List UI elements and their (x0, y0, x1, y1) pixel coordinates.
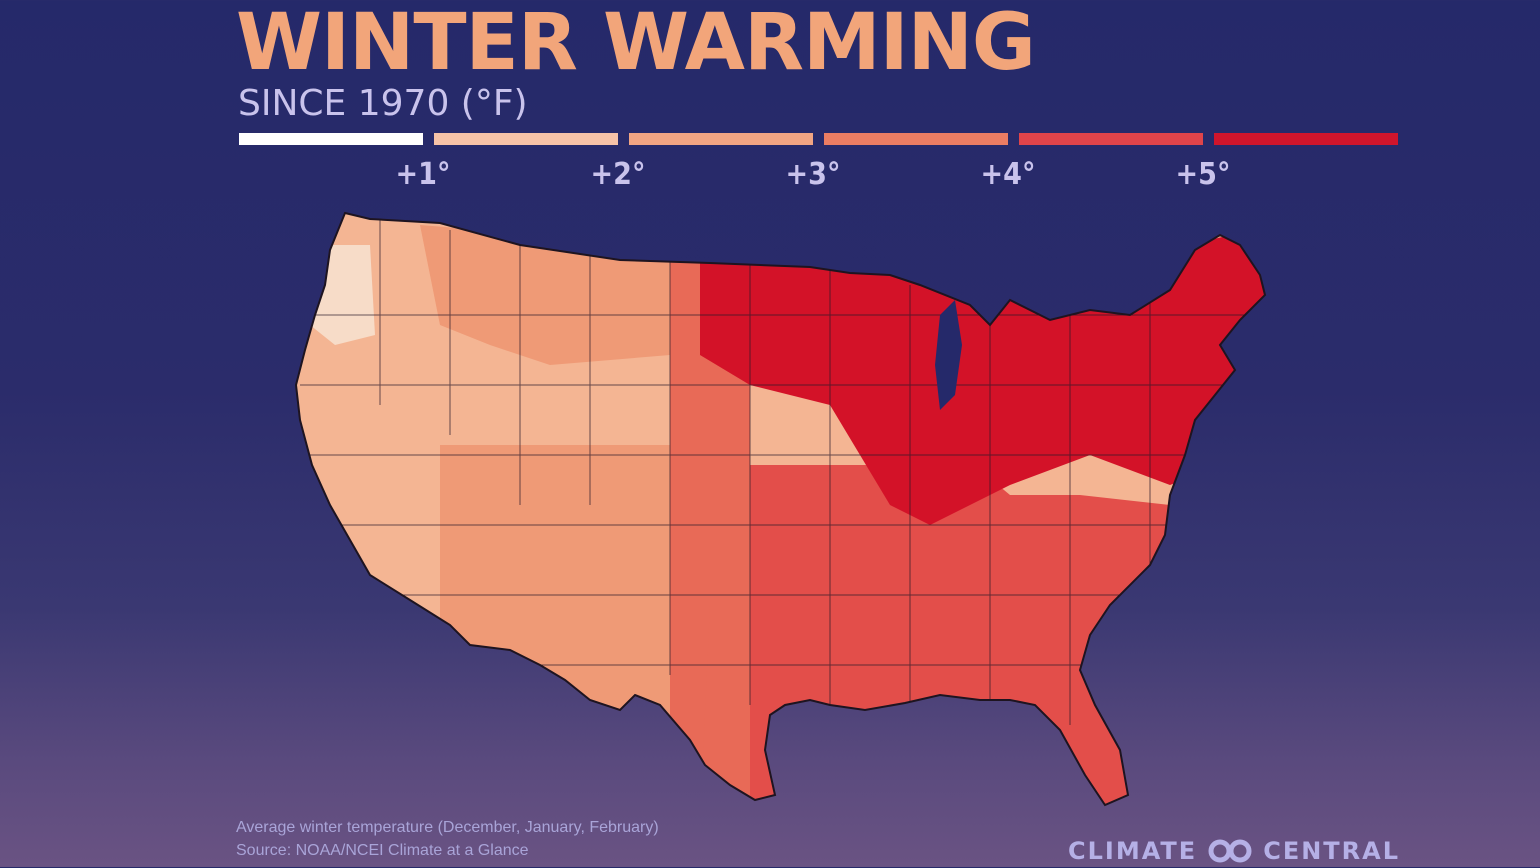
color-legend: +1° +2° +3° +4° +5° (239, 133, 1399, 193)
legend-label-4: +4° (980, 157, 1036, 192)
lake-michigan (935, 300, 962, 410)
infinity-logo-icon (1208, 839, 1252, 863)
region-northwest-coast (310, 245, 375, 345)
legend-label-5: +5° (1175, 157, 1231, 192)
brand-climate: CLIMATE (1068, 837, 1198, 865)
legend-swatch-2 (434, 133, 618, 145)
division-borders (300, 220, 1265, 725)
brand-central: CENTRAL (1263, 837, 1401, 865)
legend-swatch-5 (1019, 133, 1203, 145)
caption-description: Average winter temperature (December, Ja… (236, 819, 659, 836)
legend-swatch-4 (824, 133, 1008, 145)
map-title: WINTER WARMING (236, 0, 1036, 88)
map-regions (296, 213, 1265, 805)
region-northern-rockies (420, 225, 670, 365)
legend-swatch-1 (239, 133, 423, 145)
legend-label-2: +2° (590, 157, 646, 192)
caption-source: Source: NOAA/NCEI Climate at a Glance (236, 842, 529, 859)
legend-label-1: +1° (395, 157, 451, 192)
us-climate-division-map (294, 211, 1267, 807)
legend-swatch-6 (1214, 133, 1398, 145)
legend-swatch-3 (629, 133, 813, 145)
us-outline (294, 211, 1267, 807)
map-subtitle: SINCE 1970 (°F) (238, 83, 528, 124)
legend-label-3: +3° (785, 157, 841, 192)
climate-central-logo: CLIMATE CENTRAL (1068, 834, 1400, 868)
